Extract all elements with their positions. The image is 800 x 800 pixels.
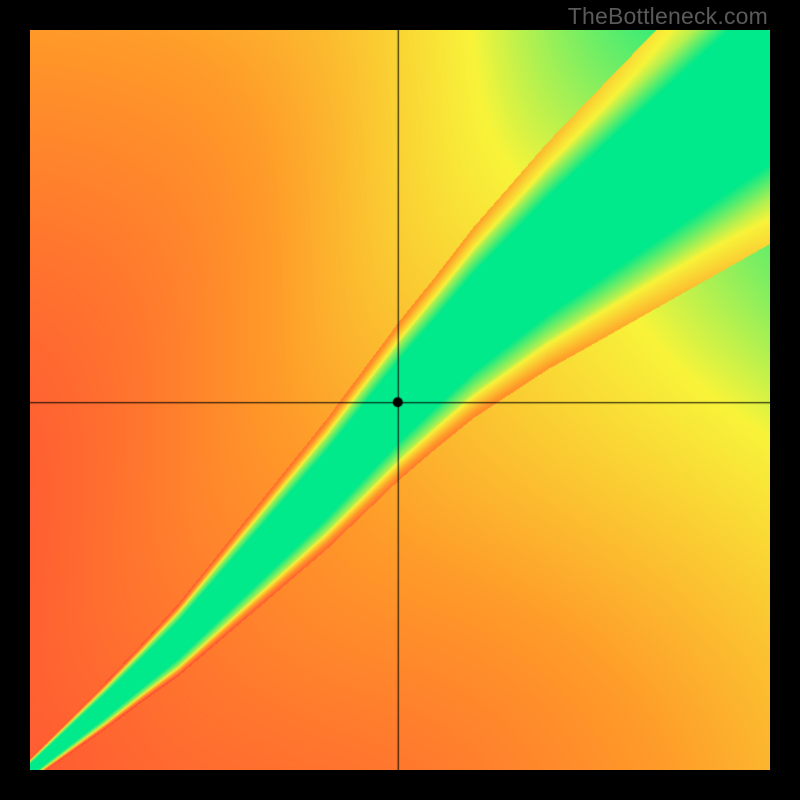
watermark-text: TheBottleneck.com: [568, 3, 768, 30]
bottleneck-heatmap: [30, 30, 770, 770]
